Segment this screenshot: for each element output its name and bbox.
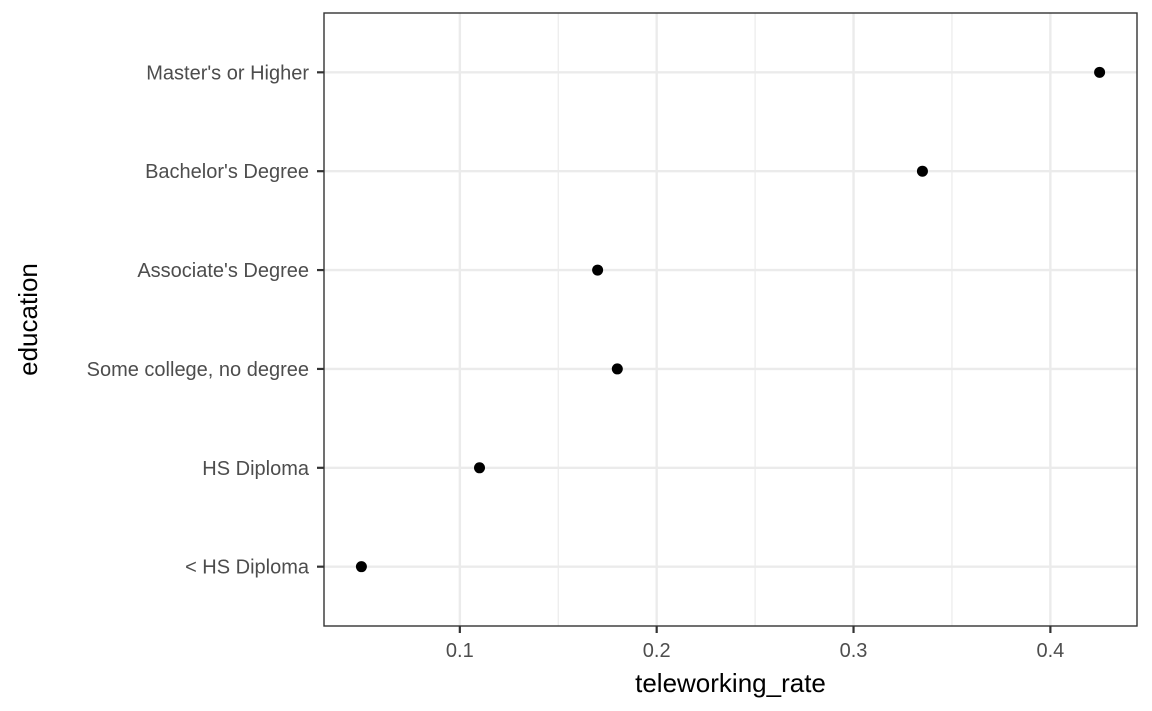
panel-border	[323, 12, 1138, 627]
y-axis-tick-labels: < HS Diploma HS Diploma Some college, no d…	[87, 62, 310, 578]
data-point	[355, 561, 367, 573]
data-point	[592, 264, 604, 276]
y-tick-label: Bachelor's Degree	[145, 161, 309, 183]
y-tick-label: Some college, no degree	[87, 359, 309, 381]
x-tick-label: 0.3	[840, 640, 868, 662]
data-points	[355, 66, 1106, 573]
y-tick-label: < HS Diploma	[185, 557, 310, 579]
y-tick-label: Master's or Higher	[146, 62, 309, 84]
x-tick-label: 0.4	[1036, 640, 1064, 662]
data-point	[611, 363, 623, 375]
data-point	[1094, 66, 1106, 78]
data-point	[474, 462, 486, 474]
x-tick-label: 0.2	[643, 640, 671, 662]
grid-lines	[324, 13, 1137, 626]
y-tick-label: HS Diploma	[202, 458, 310, 480]
x-axis-title: teleworking_rate	[635, 668, 826, 698]
x-axis-tick-labels: 0.1 0.2 0.3 0.4	[446, 640, 1064, 662]
y-tick-label: Associate's Degree	[137, 260, 309, 282]
data-point	[916, 165, 928, 177]
x-tick-label: 0.1	[446, 640, 474, 662]
y-axis-title: education	[13, 263, 43, 376]
axis-ticks	[317, 71, 1052, 633]
